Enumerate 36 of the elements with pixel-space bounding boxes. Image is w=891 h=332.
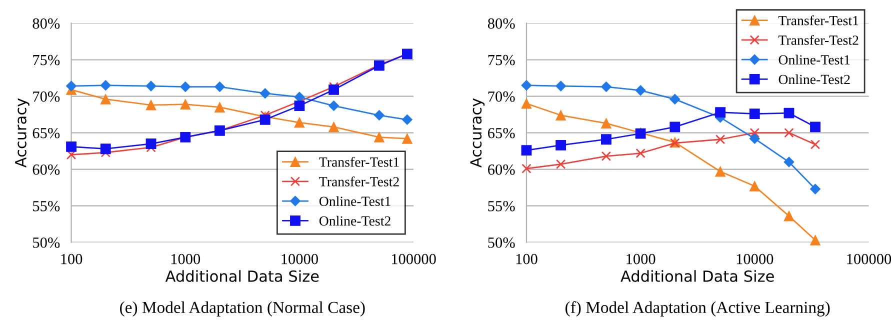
y-tick-label: 65%: [32, 128, 60, 138]
legend-label: Online-Test1: [778, 54, 850, 65]
x-tick-label: 10000: [282, 254, 318, 264]
legend-label: Transfer-Test2: [319, 176, 399, 186]
legend-label: Transfer-Test2: [778, 35, 858, 45]
y-tick-label: 60%: [488, 164, 515, 175]
y-tick-label: 70%: [488, 91, 515, 102]
y-tick-label: 55%: [33, 200, 60, 212]
y-tick-label: 80%: [32, 18, 60, 29]
text: (e) Model Adaptation (Normal Case): [120, 301, 365, 316]
y-tick-label: 50%: [33, 238, 60, 248]
x-axis-title: Additional Data Size: [620, 270, 774, 282]
legend-label: Transfer-Test1: [778, 15, 858, 26]
y-tick-label: 65%: [488, 128, 515, 138]
y-tick-label: 60%: [32, 164, 60, 175]
y-tick-label: 70%: [33, 91, 60, 102]
x-tick-label: 1000: [171, 254, 200, 264]
y-tick-label: 50%: [488, 238, 515, 248]
y-tick-label: 55%: [488, 200, 515, 212]
y-tick-label: 80%: [488, 18, 515, 29]
x-tick-label: 100: [61, 254, 82, 264]
y-tick-label: 75%: [33, 54, 60, 66]
x-tick-label: 1000: [626, 254, 656, 264]
x-tick-label: 100: [516, 254, 538, 264]
x-axis-title: Additional Data Size: [165, 270, 319, 282]
x-tick-label: 100000: [392, 254, 436, 264]
x-tick-label: 10000: [736, 254, 774, 264]
legend-label: Online-Test2: [319, 216, 390, 226]
y-axis-title: Accuracy: [470, 98, 485, 168]
y-tick-label: 75%: [488, 54, 515, 66]
legend-label: Transfer-Test1: [319, 156, 399, 167]
text: (f) Model Adaptation (Active Learning): [566, 301, 830, 317]
legend-label: Online-Test2: [778, 74, 850, 84]
legend-label: Online-Test1: [319, 196, 390, 206]
y-axis-title: Accuracy: [15, 98, 30, 168]
x-tick-label: 100000: [847, 254, 891, 264]
